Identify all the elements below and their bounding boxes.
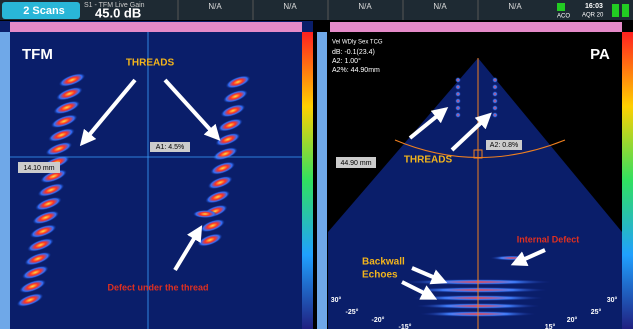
echo bbox=[492, 112, 498, 118]
left-ruler bbox=[0, 32, 10, 329]
left-ruler bbox=[317, 32, 327, 329]
gain-value: 45.0 dB bbox=[95, 5, 141, 20]
echo bbox=[455, 105, 461, 111]
echo bbox=[492, 91, 498, 97]
defect-echo bbox=[193, 210, 217, 218]
play-icon bbox=[557, 3, 565, 11]
field: N/A bbox=[508, 2, 522, 11]
readout: A2%: 44.90mm bbox=[332, 67, 380, 74]
top-ruler bbox=[330, 22, 622, 32]
annotation: Echoes bbox=[362, 270, 398, 281]
echo bbox=[492, 77, 498, 83]
echo bbox=[455, 77, 461, 83]
field: N/A bbox=[358, 2, 372, 11]
echo bbox=[455, 98, 461, 104]
field: N/A bbox=[433, 2, 447, 11]
angle-label: 25° bbox=[591, 308, 602, 316]
status: ACO bbox=[557, 14, 570, 20]
field: N/A bbox=[283, 2, 297, 11]
top-ruler bbox=[10, 22, 302, 32]
battery bbox=[612, 4, 619, 17]
annotation: THREADS bbox=[126, 58, 175, 69]
time: 16:03 bbox=[585, 3, 603, 10]
angle-label: 15° bbox=[545, 323, 556, 329]
echo bbox=[455, 84, 461, 90]
depth-value: 14.10 mm bbox=[23, 165, 54, 172]
scans-label: 2 Scans bbox=[23, 5, 65, 17]
angle-label: -25° bbox=[346, 308, 359, 316]
readout: Vel WDly Sex TCG bbox=[332, 40, 383, 46]
cursor-value: A1: 4.5% bbox=[156, 144, 184, 151]
angle-label: 20° bbox=[567, 316, 578, 324]
field: N/A bbox=[208, 2, 222, 11]
angle-label: 30° bbox=[607, 296, 618, 304]
readout: dB: -0.1(23.4) bbox=[332, 49, 375, 56]
color-bar bbox=[622, 32, 633, 329]
color-bar bbox=[302, 32, 313, 329]
echo bbox=[455, 91, 461, 97]
battery-label: AQR 20 bbox=[582, 13, 604, 19]
echo bbox=[492, 84, 498, 90]
panel-title: PA bbox=[590, 46, 610, 63]
echo bbox=[492, 98, 498, 104]
angle-label: 30° bbox=[331, 296, 342, 304]
angle-label: -20° bbox=[372, 316, 385, 324]
angle-label: -15° bbox=[399, 323, 412, 329]
annotation: THREADS bbox=[404, 155, 453, 166]
cursor-value: A2: 0.8% bbox=[490, 142, 518, 149]
screen: 2 Scans S1 - TFM Live Gain 45.0 dB N/AN/… bbox=[0, 0, 633, 329]
readout: A2: 1.00° bbox=[332, 57, 361, 65]
depth-value: 44.90 mm bbox=[340, 160, 371, 167]
panel-title: TFM bbox=[22, 46, 53, 63]
battery bbox=[622, 4, 629, 17]
echo bbox=[492, 105, 498, 111]
annotation: Internal Defect bbox=[517, 234, 580, 244]
annotation: Defect under the thread bbox=[107, 282, 208, 292]
annotation: Backwall bbox=[362, 257, 405, 268]
echo bbox=[455, 112, 461, 118]
